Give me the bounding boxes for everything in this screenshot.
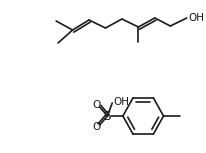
Text: OH: OH — [188, 13, 204, 23]
Text: O: O — [92, 122, 100, 132]
Text: OH: OH — [113, 97, 129, 107]
Text: O: O — [92, 100, 100, 110]
Text: S: S — [103, 110, 111, 123]
